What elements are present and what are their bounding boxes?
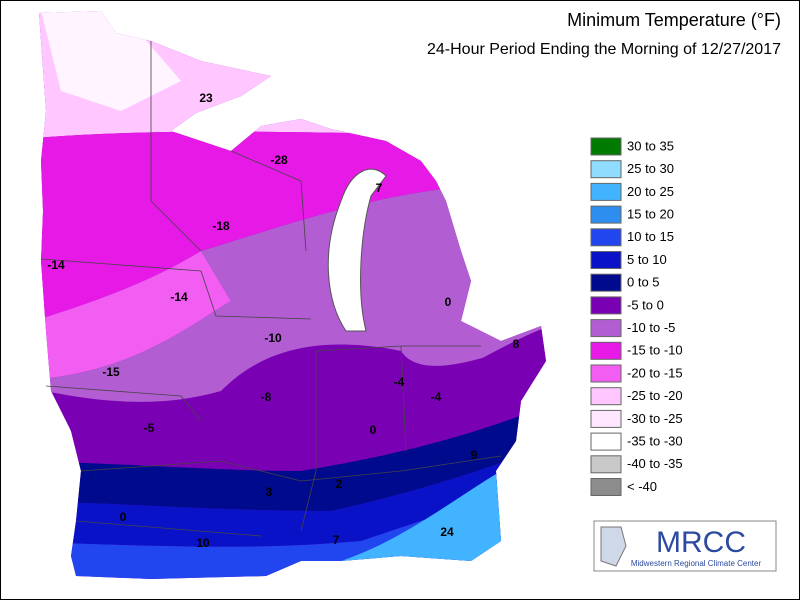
legend-label: -15 to -10: [627, 343, 683, 358]
station-label: 8: [513, 337, 520, 351]
station-label: -15: [102, 365, 120, 379]
legend-label: 0 to 5: [627, 275, 660, 290]
legend-label: -30 to -25: [627, 411, 683, 426]
station-label: -18: [212, 219, 230, 233]
legend-swatch: [590, 432, 622, 451]
station-label: 0: [445, 295, 452, 309]
legend-swatch: [590, 160, 622, 179]
legend-swatch: [590, 296, 622, 315]
station-label: 3: [266, 485, 273, 499]
legend-swatch: [590, 228, 622, 247]
station-label: 7: [376, 181, 383, 195]
legend-label: -20 to -15: [627, 365, 683, 380]
legend-label: 10 to 15: [627, 229, 674, 244]
legend-swatch: [590, 319, 622, 338]
legend-swatch: [590, 387, 622, 406]
station-label: -5: [144, 421, 155, 435]
temperature-field: [39, 11, 546, 579]
legend-swatch: [590, 137, 622, 156]
legend-label: -35 to -30: [627, 434, 683, 449]
legend-label: -40 to -35: [627, 456, 683, 471]
station-label: -10: [264, 331, 282, 345]
legend-label: < -40: [627, 479, 657, 494]
station-label: -14: [170, 290, 188, 304]
station-label: 0: [370, 423, 377, 437]
station-label: -28: [270, 153, 288, 167]
legend-label: 15 to 20: [627, 207, 674, 222]
legend-label: 20 to 25: [627, 184, 674, 199]
legend-label: -25 to -20: [627, 388, 683, 403]
legend-swatch: [590, 251, 622, 269]
station-label: -4: [394, 375, 405, 389]
legend-swatch: [590, 409, 622, 428]
station-label: -8: [261, 390, 272, 404]
legend-swatch: [590, 455, 622, 474]
station-label: 10: [196, 536, 210, 550]
legend-swatch: [590, 273, 622, 292]
lake-michigan: [327, 168, 387, 332]
station-label: 9: [471, 448, 478, 462]
state-borders: [40, 41, 502, 537]
logo: [593, 520, 777, 572]
legend-label: 5 to 10: [627, 252, 667, 267]
station-label: 23: [199, 91, 213, 105]
station-label: -14: [47, 258, 65, 272]
legend-swatch: [590, 341, 622, 360]
legend-label: -10 to -5: [627, 320, 675, 335]
logo-name: MRCC: [656, 526, 746, 559]
legend-label: -5 to 0: [627, 297, 664, 312]
logo-full-name: Midwestern Regional Climate Center: [631, 559, 762, 568]
subtitle: 24-Hour Period Ending the Morning of 12/…: [427, 41, 781, 58]
legend-label: 30 to 35: [627, 138, 674, 153]
legend-swatch: [590, 478, 622, 496]
station-label: 7: [333, 533, 340, 547]
station-label: 24: [440, 525, 454, 539]
station-label: 2: [336, 477, 343, 491]
legend-swatch: [590, 182, 622, 201]
title: Minimum Temperature (°F): [567, 10, 781, 30]
station-label: 0: [120, 510, 127, 524]
legend-swatch: [590, 364, 622, 383]
legend-swatch: [590, 205, 622, 224]
station-label: -4: [431, 390, 442, 404]
legend-label: 25 to 30: [627, 161, 674, 176]
